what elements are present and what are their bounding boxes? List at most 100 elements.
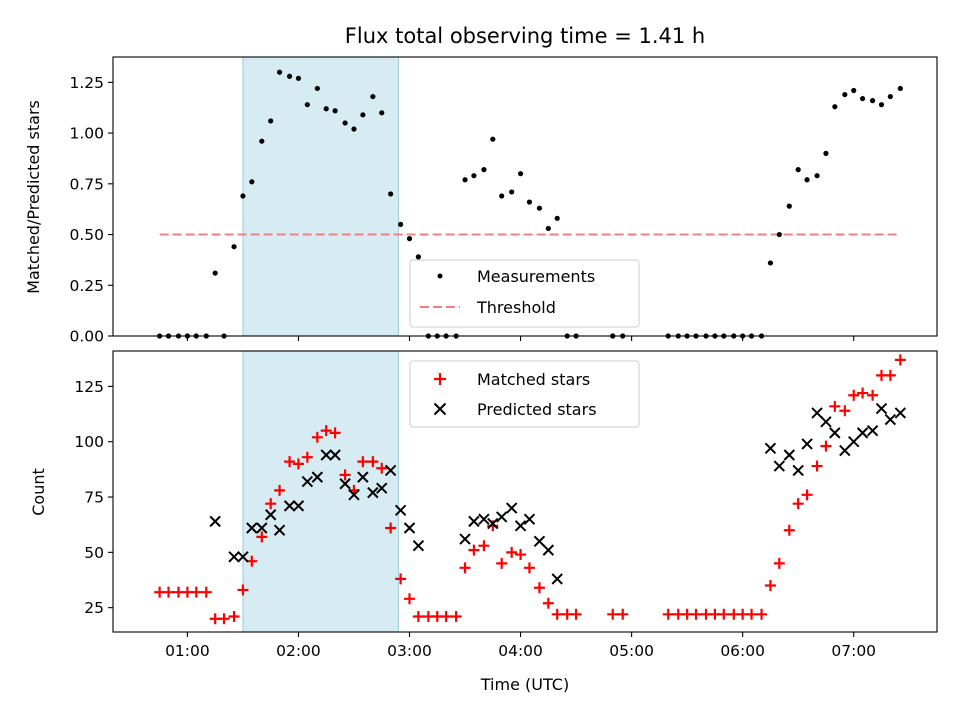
top-legend-box — [409, 259, 640, 328]
predicted-star-point — [256, 522, 268, 534]
measurement-point — [823, 150, 829, 156]
measurement-point — [859, 95, 866, 102]
predicted-star-point — [339, 478, 351, 490]
matched-star-point — [551, 608, 563, 620]
measurement-point — [406, 236, 413, 242]
predicted-star-point — [403, 522, 416, 534]
matched-star-point — [533, 582, 545, 594]
predicted-star-point — [228, 551, 240, 563]
matched-star-point — [228, 611, 240, 623]
measurement-point — [268, 118, 274, 124]
y-tick-label: 0.75 — [69, 175, 104, 193]
measurement-point — [462, 177, 468, 183]
measurement-point — [351, 126, 357, 132]
x-tick-label: 02:00 — [276, 642, 321, 660]
top-y-axis-label: Matched/Predicted stars — [24, 100, 43, 294]
matched-star-point — [487, 520, 499, 532]
predicted-star-point — [412, 540, 425, 552]
bottom-panel: 25 50 75 100 125 01:00 02:00 03:00 04:00 05:00 06… — [29, 350, 938, 694]
measurement-point — [814, 173, 820, 179]
predicted-star-point — [820, 416, 832, 428]
measurement-point — [878, 102, 885, 108]
matched-star-point — [773, 557, 785, 569]
matched-star-point — [718, 608, 730, 620]
measurement-point — [786, 203, 792, 209]
matched-star-point — [607, 608, 619, 620]
matched-star-point — [320, 425, 332, 437]
measurement-point — [379, 110, 385, 116]
predicted-star-point — [237, 551, 249, 563]
predicted-star-point — [376, 482, 388, 494]
matched-star-point — [301, 451, 313, 463]
matched-star-point — [459, 562, 471, 574]
measurement-point — [360, 112, 366, 118]
matched-star-point — [570, 608, 582, 620]
predicted-star-point — [320, 449, 332, 461]
predicted-star-point — [273, 524, 286, 536]
matched-star-point — [764, 580, 776, 592]
measurement-point — [832, 104, 838, 110]
predicted-star-point — [848, 436, 860, 448]
measurement-point — [323, 106, 329, 112]
matched-star-point — [339, 469, 351, 481]
measurement-point — [286, 73, 293, 79]
legend-threshold-label: Threshold — [476, 298, 556, 317]
measurement-point — [471, 173, 477, 179]
predicted-star-point — [478, 513, 490, 525]
matched-star-point — [542, 597, 554, 609]
y-tick-label: 50 — [84, 544, 104, 562]
measurement-point — [212, 270, 218, 276]
matched-star-point — [756, 608, 768, 620]
x-tick-label: 03:00 — [387, 642, 432, 660]
predicted-star-point — [783, 449, 796, 461]
matched-star-point — [329, 427, 341, 439]
predicted-star-point — [283, 500, 296, 512]
matched-star-point — [376, 462, 388, 474]
matched-star-point — [690, 608, 702, 620]
predicted-star-point — [357, 471, 369, 483]
x-axis-label: Time (UTC) — [480, 675, 569, 694]
y-tick-label: 100 — [74, 433, 104, 451]
matched-star-point — [839, 405, 851, 417]
matched-star-point — [412, 611, 424, 623]
predicted-star-point — [542, 544, 555, 556]
predicted-star-point — [856, 427, 869, 439]
predicted-star-point — [348, 489, 360, 501]
measurement-point — [370, 93, 376, 100]
measurement-point — [509, 189, 515, 195]
matched-star-point — [848, 389, 860, 401]
y-tick-label: 25 — [84, 599, 104, 617]
x-tick-label: 07:00 — [831, 642, 876, 660]
predicted-star-point — [523, 513, 536, 525]
y-tick-label: 1.25 — [69, 74, 104, 92]
measurement-point — [545, 225, 551, 232]
matched-star-point — [385, 522, 397, 534]
matched-star-point — [218, 613, 230, 625]
x-tick-label: 05:00 — [609, 642, 654, 660]
measurement-point — [897, 85, 903, 92]
measurement-point — [499, 193, 505, 199]
matched-star-point — [404, 593, 416, 605]
predicted-star-point — [311, 471, 324, 483]
top-x-ticks — [186, 336, 855, 341]
measurement-point — [887, 93, 893, 100]
matched-star-point — [284, 456, 296, 468]
measurement-point — [415, 254, 421, 260]
x-tick-label: 06:00 — [720, 642, 765, 660]
bottom-x-ticks: 01:00 02:00 03:00 04:00 05:00 06:00 07:00 — [165, 632, 876, 660]
matched-star-point — [894, 354, 906, 366]
predicted-star-point — [459, 533, 471, 545]
top-legend: Measurements Threshold — [409, 259, 640, 328]
matched-star-point — [292, 458, 304, 470]
predicted-star-point — [495, 511, 508, 523]
matched-star-point — [783, 524, 795, 536]
predicted-star-point — [468, 515, 480, 528]
matched-star-point — [468, 544, 480, 556]
chart-title: Flux total observing time = 1.41 h — [345, 24, 705, 48]
top-highlight-band — [242, 56, 399, 337]
measurement-point — [536, 205, 543, 211]
predicted-star-point — [839, 444, 851, 457]
predicted-star-point — [792, 464, 804, 477]
measurement-point — [240, 193, 246, 199]
matched-stars-points — [154, 354, 906, 625]
